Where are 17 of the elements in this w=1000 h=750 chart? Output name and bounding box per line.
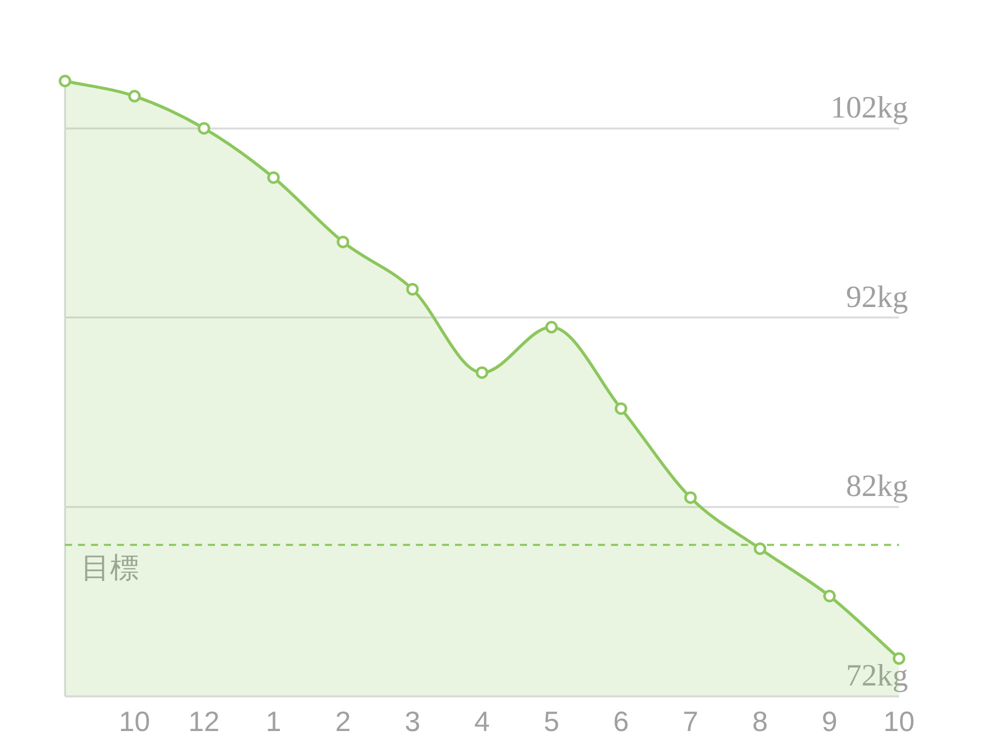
x-tick-label: 12 — [188, 706, 220, 737]
x-tick-label: 10 — [883, 706, 915, 737]
ref-line-label: 目標 — [81, 552, 139, 584]
x-tick-label: 10 — [118, 706, 150, 737]
x-tick-label: 9 — [822, 706, 838, 737]
x-tick-label: 3 — [404, 706, 420, 737]
x-tick-label: 7 — [682, 706, 698, 737]
x-tick-label: 2 — [335, 706, 351, 737]
y-tick-label: 82kg — [846, 468, 908, 504]
x-tick-label: 1 — [266, 706, 282, 737]
x-tick-label: 8 — [752, 706, 768, 737]
y-tick-label: 92kg — [846, 278, 908, 314]
x-tick-label: 6 — [613, 706, 629, 737]
y-tick-label: 72kg — [846, 658, 908, 693]
x-tick-label: 5 — [544, 706, 560, 737]
y-tick-label: 102kg — [830, 89, 908, 124]
x-tick-label: 4 — [474, 706, 490, 737]
